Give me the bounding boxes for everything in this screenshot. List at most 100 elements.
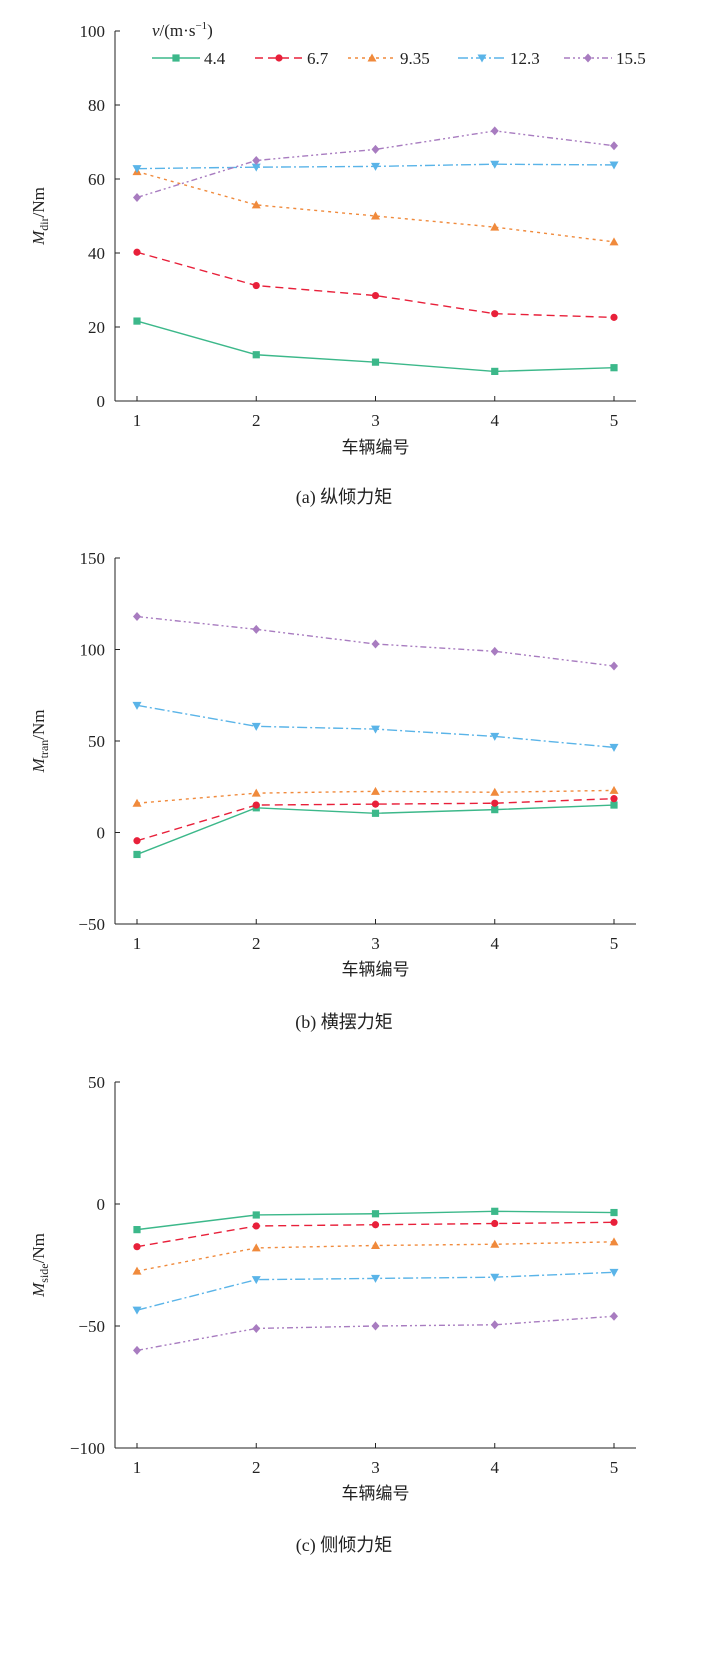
y-tick-label: −100 (70, 1439, 105, 1458)
marker-square (252, 351, 260, 359)
legend-label: 12.3 (510, 49, 540, 68)
series-line (136, 615, 615, 667)
marker-circle (133, 837, 141, 845)
marker-triangle-up (490, 787, 500, 796)
marker-circle (610, 313, 618, 321)
y-label-subscript: tran (37, 740, 51, 759)
legend-label: 15.5 (616, 49, 646, 68)
x-tick-label: 2 (252, 1458, 261, 1477)
marker-triangle-up (251, 200, 261, 209)
y-label-symbol: M (29, 1282, 48, 1298)
marker-diamond (133, 1345, 141, 1355)
marker-circle (491, 310, 499, 318)
series-4.4 (133, 1207, 618, 1234)
y-label-subscript: side (37, 1263, 51, 1282)
marker-square (610, 1208, 618, 1217)
y-tick-label: −50 (78, 915, 105, 934)
marker-triangle-up (367, 53, 377, 62)
marker-square (491, 1207, 499, 1215)
series-6.7 (133, 1218, 618, 1251)
y-tick-label: 100 (80, 641, 106, 660)
series-line (136, 797, 615, 842)
marker-square (133, 317, 141, 325)
legend-entry: 9.35 (348, 49, 430, 68)
y-label-unit: /Nm (29, 709, 48, 739)
marker-diamond (490, 1320, 499, 1330)
marker-square (252, 1211, 260, 1219)
marker-square (371, 358, 380, 366)
series-6.7 (133, 248, 618, 321)
marker-diamond (490, 126, 499, 136)
marker-triangle-up (132, 1266, 142, 1275)
x-tick-label: 1 (133, 934, 142, 953)
y-tick-label: 100 (80, 22, 106, 41)
chart-panel-a: 0 20 40 60 80 100 1 2 3 4 5 车辆编号 Mdir/Nm v/(m·s−1) 4.4… (29, 20, 646, 508)
y-tick-label: −50 (78, 1317, 105, 1336)
y-tick-label: 150 (80, 549, 106, 568)
series-12.3 (132, 160, 619, 174)
x-tick-label: 1 (133, 1458, 142, 1477)
marker-circle (371, 291, 380, 300)
y-tick-label: 40 (88, 244, 105, 263)
marker-square (610, 364, 618, 372)
marker-square (491, 367, 499, 375)
marker-diamond (371, 639, 380, 649)
marker-triangle-down (371, 725, 380, 734)
legend-label: 9.35 (400, 49, 430, 68)
y-label-unit: /Nm (29, 1233, 48, 1263)
marker-diamond (610, 661, 618, 671)
x-tick-label: 4 (491, 934, 500, 953)
marker-triangle-up (609, 237, 619, 246)
marker-triangle-down (371, 162, 380, 171)
series-9.35 (132, 167, 619, 246)
y-tick-label: 60 (88, 170, 105, 189)
marker-square (172, 54, 180, 62)
y-label-symbol: M (29, 758, 48, 774)
marker-triangle-up (251, 1243, 261, 1252)
legend: v/(m·s−1) 4.4 6.7 9.35 12.3 15.5 (152, 20, 646, 68)
series-4.4 (133, 317, 618, 375)
marker-triangle-up (490, 1239, 500, 1248)
marker-triangle-down (132, 165, 142, 174)
marker-triangle-up (371, 211, 380, 220)
marker-triangle-down (490, 160, 500, 169)
x-axis-label: 车辆编号 (342, 438, 410, 457)
legend-title-unit: /(m·s (160, 21, 196, 40)
marker-triangle-up (609, 785, 619, 794)
x-tick-label: 2 (252, 934, 261, 953)
y-label-subscript: dir (37, 217, 51, 230)
series-9.35 (132, 785, 619, 807)
chart-caption: (a) 纵倾力矩 (296, 487, 392, 508)
marker-circle (133, 1243, 141, 1251)
marker-triangle-down (609, 1268, 619, 1277)
marker-triangle-down (477, 54, 487, 63)
marker-circle (491, 799, 499, 807)
marker-diamond (371, 1321, 380, 1331)
marker-triangle-up (371, 1240, 380, 1249)
series-15.5 (133, 1311, 618, 1355)
marker-circle (491, 1219, 499, 1228)
y-tick-label: 0 (97, 392, 106, 411)
x-tick-label: 2 (252, 411, 261, 430)
marker-triangle-down (490, 732, 500, 741)
marker-circle (371, 1221, 380, 1229)
marker-triangle-up (371, 786, 380, 795)
legend-label: 6.7 (307, 49, 329, 68)
marker-triangle-down (251, 1276, 261, 1285)
series-4.4 (133, 801, 618, 859)
marker-square (491, 806, 499, 814)
x-tick-label: 3 (371, 934, 380, 953)
marker-triangle-down (609, 161, 619, 170)
marker-square (133, 1226, 141, 1234)
series-line (136, 170, 615, 243)
marker-circle (275, 54, 283, 62)
marker-circle (252, 801, 260, 809)
marker-triangle-down (251, 722, 261, 731)
marker-diamond (133, 193, 141, 202)
series-12.3 (132, 701, 619, 752)
marker-diamond (252, 156, 261, 165)
y-tick-label: 50 (88, 1073, 105, 1092)
marker-diamond (133, 612, 141, 622)
marker-triangle-down (609, 743, 619, 752)
